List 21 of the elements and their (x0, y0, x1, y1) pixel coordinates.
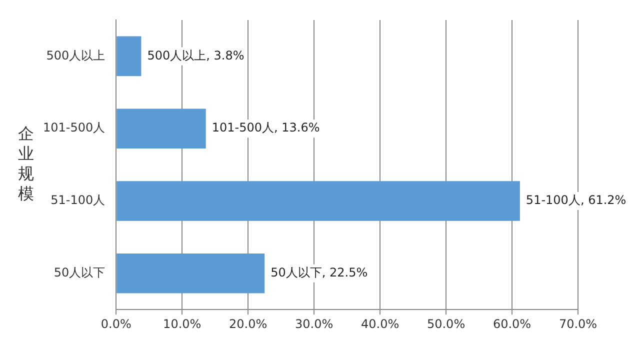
data-label: 500人以上, 3.8% (147, 48, 244, 62)
bar (116, 181, 520, 221)
y-tick-label: 101-500人 (43, 120, 106, 135)
bar (116, 36, 142, 76)
x-tick-label: 0.0% (100, 316, 132, 331)
y-tick-label: 51-100人 (50, 193, 106, 208)
data-label: 50人以下, 22.5% (270, 266, 368, 280)
y-tick-label: 500人以上 (46, 48, 106, 62)
data-label: 101-500人, 13.6% (212, 120, 320, 135)
x-tick-label: 70.0% (558, 316, 598, 331)
x-tick-label: 60.0% (492, 316, 532, 331)
y-axis-title: 企业规模 (18, 124, 34, 203)
data-label: 51-100人, 61.2% (526, 193, 626, 208)
x-tick-label: 50.0% (426, 316, 466, 331)
x-tick-label: 10.0% (163, 316, 202, 331)
x-tick-label: 40.0% (360, 316, 400, 331)
bar (116, 253, 265, 294)
y-tick-label: 50人以下 (54, 266, 106, 280)
x-tick-label: 20.0% (229, 316, 268, 331)
x-tick-label: 30.0% (295, 316, 334, 331)
bar (116, 108, 206, 149)
